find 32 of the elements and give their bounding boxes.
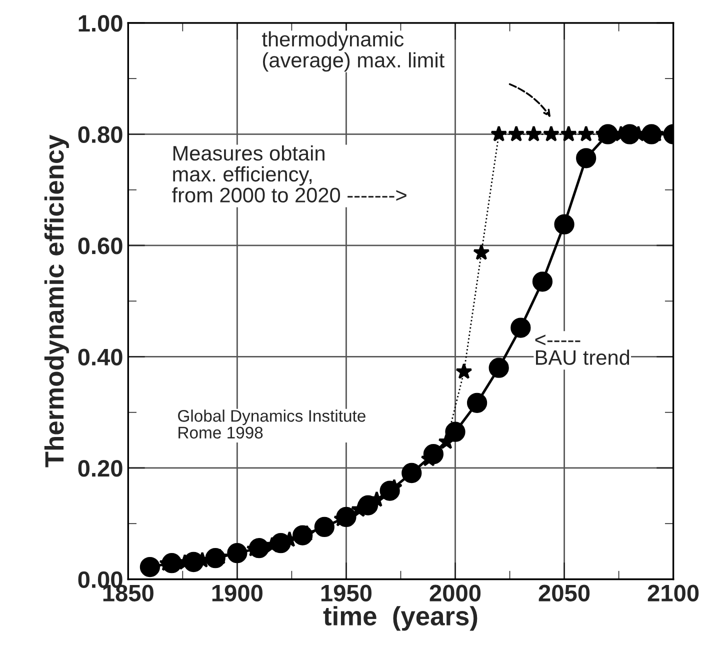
point [508, 126, 525, 142]
point [578, 126, 594, 142]
x-axis-title: time (years) [323, 606, 478, 631]
point [542, 126, 560, 142]
point [560, 126, 577, 142]
x-tick-label: 1950 [321, 584, 372, 602]
point [576, 148, 596, 168]
annotation: thermodynamic (average) max. limit [262, 31, 444, 72]
x-tick-label: 2100 [648, 584, 699, 602]
point [510, 318, 531, 338]
y-tick-label: 0.20 [78, 460, 122, 477]
point [532, 272, 553, 292]
annotation: Global Dynamics Institute Rome 1998 [178, 410, 366, 439]
y-tick-label: 0.40 [78, 348, 122, 366]
annotation: Measures obtain max. efficiency, from 2000 to 2020 -------> [172, 145, 406, 203]
x-tick-label: 1900 [212, 584, 262, 602]
y-tick-label: 0.80 [78, 126, 122, 144]
point [438, 433, 455, 450]
point [488, 358, 509, 378]
point [554, 214, 574, 234]
annotation: <----- BAU trend [535, 334, 630, 365]
point [456, 363, 472, 379]
y-axis-title: Thermodynamic efficiency [44, 134, 70, 468]
point [525, 126, 542, 142]
x-tick-label: 2050 [538, 584, 590, 602]
y-tick-label: 1.00 [78, 15, 122, 32]
x-tick-label: 2000 [430, 584, 481, 602]
point [473, 244, 490, 260]
y-tick-label: 0.60 [78, 238, 122, 254]
point [490, 126, 508, 142]
point [445, 422, 466, 442]
point [466, 392, 488, 413]
